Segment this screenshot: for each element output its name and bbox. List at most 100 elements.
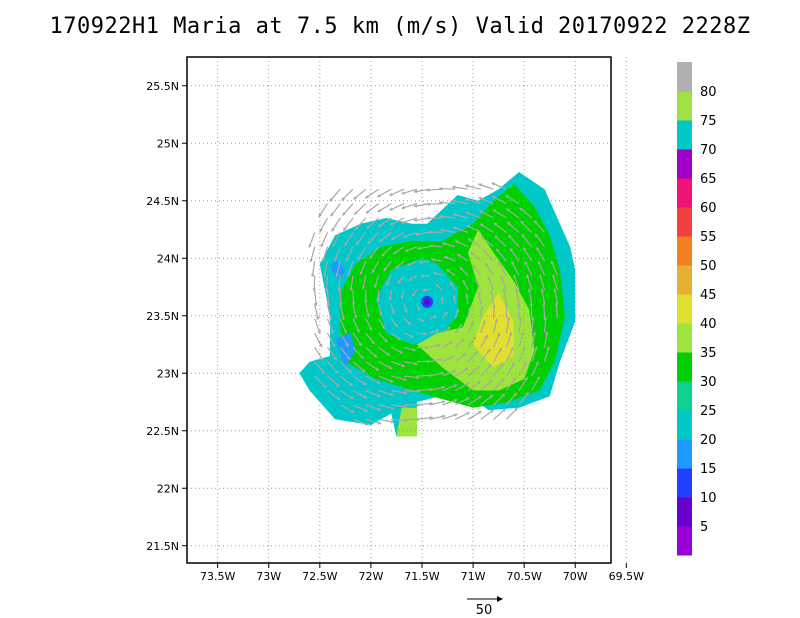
wind-vector-head [394, 323, 398, 328]
colorbar-label: 40 [700, 317, 717, 332]
wind-vector-head [508, 332, 513, 336]
wind-vector-head [440, 228, 444, 232]
lon-tick-label: 71W [461, 570, 486, 583]
wind-vector-head [447, 326, 451, 331]
wind-vector-head [484, 334, 488, 339]
wind-vector-head [413, 204, 418, 208]
wind-vector-head [488, 364, 492, 368]
wind-vector-head [472, 336, 476, 341]
wind-vector-head [436, 284, 440, 288]
wind-vector-head [441, 400, 446, 404]
wind-vector-head [361, 368, 366, 372]
colorbar-swatch [677, 526, 692, 556]
colorbar-swatch [677, 468, 692, 498]
wind-vector-head [412, 348, 416, 352]
colorbar-swatch [677, 497, 692, 527]
wind-vector-head [389, 207, 393, 211]
wind-vector-head [520, 221, 524, 225]
wind-vector-head [386, 352, 390, 356]
wind-vector-head [350, 409, 355, 413]
wind-vector-head [403, 377, 407, 382]
wind-vector-head [364, 300, 368, 304]
wind-vector-head [481, 236, 485, 240]
wind-vector-head [393, 250, 397, 255]
wind-vector-head [408, 277, 413, 281]
colorbar-swatch [677, 381, 692, 411]
wind-vector-head [364, 422, 368, 426]
wind-vector-head [427, 359, 431, 364]
wind-vector-head [553, 288, 557, 292]
wind-vector-head [534, 346, 538, 350]
wind-vector-head [477, 381, 481, 385]
wind-vector-head [514, 407, 518, 412]
wind-vector-head [475, 278, 479, 282]
wind-vector-head [508, 234, 512, 239]
colorbar-swatch [677, 178, 692, 208]
wind-vector-head [492, 304, 496, 308]
colorbar-label: 25 [700, 404, 717, 419]
wind-vector-head [347, 356, 351, 360]
wind-vector-head [494, 235, 499, 239]
wind-vector-head [490, 409, 494, 414]
wind-vector-head [526, 274, 530, 279]
wind-vector-head [466, 397, 470, 401]
wind-vector-head [342, 212, 346, 216]
lat-tick-label: 23.5N [146, 310, 179, 323]
wind-vector-head [332, 243, 336, 247]
colorbar-swatch [677, 323, 692, 353]
wind-vector-head [366, 225, 370, 229]
wind-vector-head [439, 200, 443, 205]
lat-tick-label: 25.5N [146, 80, 179, 93]
wind-vector-head [344, 242, 348, 246]
wind-vector-head [458, 324, 462, 328]
wind-vector-head [397, 336, 401, 341]
wind-vector-head [311, 273, 315, 277]
wind-vector-head [543, 317, 548, 321]
wind-vector-head [505, 195, 509, 199]
wind-vector-head [331, 228, 335, 232]
lat-tick-label: 24N [157, 252, 179, 265]
wind-vector-head [323, 273, 327, 277]
lat-tick-label: 22.5N [146, 425, 179, 438]
wind-vector-head [414, 361, 418, 366]
wind-vector-head [453, 226, 457, 230]
wind-vector-head [322, 384, 326, 388]
reference-vector: 50 [467, 596, 503, 618]
wind-vector-head [466, 412, 470, 416]
wind-vector-head [452, 199, 456, 203]
wind-vector-head [437, 343, 441, 347]
wind-vector-head [320, 357, 324, 361]
wind-vector-head [351, 301, 356, 305]
wind-vector-head [359, 271, 363, 275]
wind-vector-head [496, 248, 500, 253]
wind-vector-head [321, 258, 326, 262]
wind-vector-head [440, 371, 445, 376]
wind-vector-head [551, 274, 556, 278]
wind-vector-head [379, 238, 383, 242]
wind-vector-head [375, 367, 379, 371]
wind-vector-head [348, 369, 352, 373]
wind-vector-head [350, 396, 354, 400]
wind-vector-head [511, 261, 515, 265]
wind-vector-head [478, 411, 482, 415]
wind-vector-head [317, 330, 321, 334]
reference-vector-label: 50 [476, 603, 493, 618]
wind-vector-head [403, 391, 408, 395]
wind-vector-head [376, 298, 380, 302]
lat-tick-label: 22N [157, 482, 179, 495]
wind-vector-head [319, 343, 323, 348]
wind-vector-head [319, 228, 323, 232]
wind-vector-head [441, 385, 446, 390]
wind-vector-head [321, 370, 325, 375]
wind-vector-head [498, 261, 502, 266]
wind-vector-head [390, 379, 394, 383]
wind-vector-head [520, 331, 525, 336]
wind-vector-head [470, 251, 474, 256]
wind-vector-head [328, 316, 333, 320]
lon-tick-label: 73.5W [200, 570, 235, 583]
wind-vector-head [446, 269, 450, 273]
wind-vector-head [467, 238, 472, 242]
wind-vector-head [343, 330, 347, 334]
reference-arrow-head [497, 596, 503, 602]
